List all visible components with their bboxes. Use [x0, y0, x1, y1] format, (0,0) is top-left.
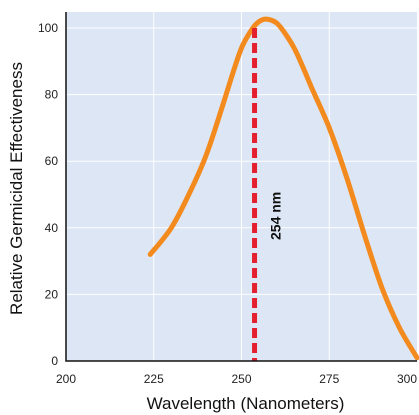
x-tick-label: 225 [144, 372, 164, 386]
axes [65, 12, 417, 362]
x-axis-title: Wavelength (Nanometers) [147, 394, 345, 413]
reference-line-label: 254 nm [268, 192, 284, 240]
grid-lines [66, 12, 417, 361]
y-tick-label: 20 [45, 287, 59, 301]
y-tick-label: 100 [38, 21, 58, 35]
y-tick-label: 60 [45, 154, 59, 168]
x-tick-label: 200 [56, 372, 76, 386]
x-tick-label: 275 [319, 372, 339, 386]
x-tick-label: 250 [231, 372, 251, 386]
series-line [147, 16, 419, 361]
y-tick-label: 40 [45, 221, 59, 235]
x-tick-label: 300 [397, 372, 417, 386]
y-axis-title: Relative Germicidal Effectiveness [7, 62, 26, 315]
x-axis-ticks: 200 225 250 275 300 [56, 372, 417, 386]
y-tick-label: 0 [51, 354, 58, 368]
y-axis-ticks: 0 20 40 60 80 100 [38, 21, 58, 368]
y-tick-label: 80 [45, 88, 59, 102]
